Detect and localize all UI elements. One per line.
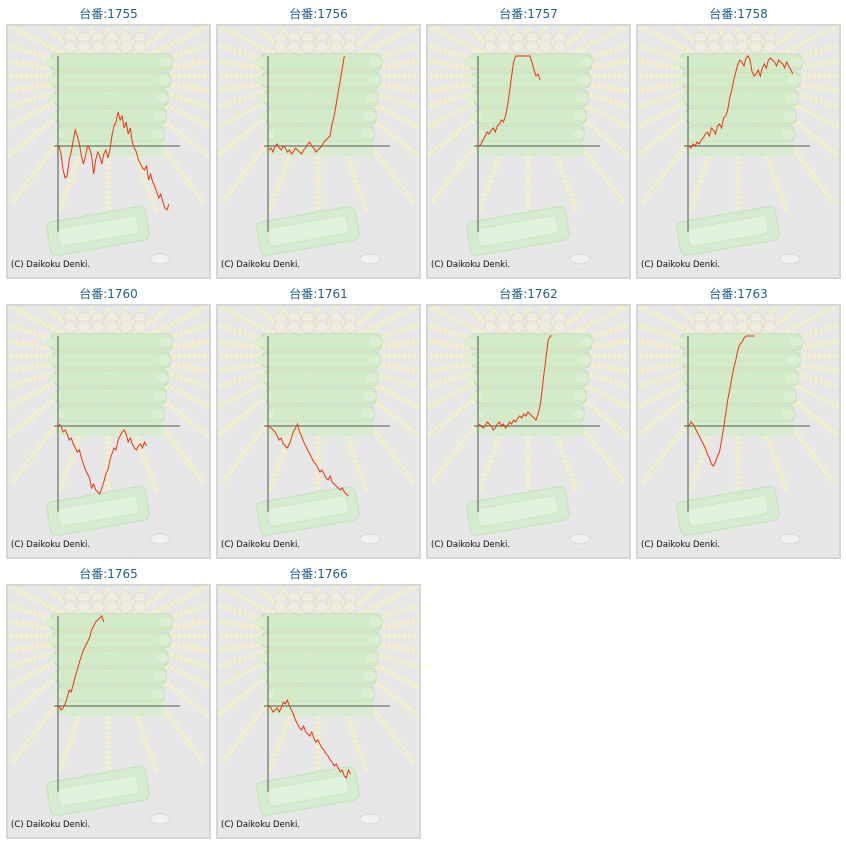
copyright-text: (C) Daikoku Denki.	[641, 260, 721, 270]
graph-plot	[474, 335, 600, 512]
slump-graph[interactable]: (C) Daikoku Denki.	[636, 304, 841, 559]
machine-number-link[interactable]: 台番:1756	[289, 7, 348, 21]
slump-graph[interactable]: (C) Daikoku Denki.	[216, 584, 421, 839]
machine-number-link[interactable]: 台番:1757	[499, 7, 558, 21]
machine-number-link[interactable]: 台番:1760	[79, 287, 138, 301]
machine-number-link[interactable]: 台番:1765	[79, 567, 138, 581]
graph-plot	[264, 616, 390, 792]
graph-plot	[264, 336, 390, 512]
slump-line	[58, 111, 170, 211]
slump-line	[268, 422, 349, 497]
machine-number-link[interactable]: 台番:1762	[499, 287, 558, 301]
graph-plot	[684, 55, 810, 232]
pachinko-illustration	[638, 26, 839, 265]
graph-plot	[264, 55, 390, 232]
machine-card: 台番:1766 (C) Daikoku Denki.	[216, 564, 421, 842]
copyright-text: (C) Daikoku Denki.	[641, 540, 721, 550]
machine-number-link[interactable]: 台番:1761	[289, 287, 348, 301]
slump-line	[478, 335, 553, 431]
slump-line	[268, 55, 345, 155]
machine-card: 台番:1755 (C) Daikoku Denki.	[6, 4, 211, 282]
slump-graph[interactable]: (C) Daikoku Denki.	[426, 304, 631, 559]
graph-plot	[54, 336, 180, 512]
slump-graph[interactable]: (C) Daikoku Denki.	[216, 304, 421, 559]
machine-card: 台番:1756 (C) Daikoku Denki.	[216, 4, 421, 282]
slump-graph[interactable]: (C) Daikoku Denki.	[6, 584, 211, 839]
copyright-text: (C) Daikoku Denki.	[221, 820, 301, 830]
copyright-text: (C) Daikoku Denki.	[11, 260, 91, 270]
copyright-text: (C) Daikoku Denki.	[221, 540, 301, 550]
machine-card: 台番:1765 (C) Daikoku Denki.	[6, 564, 211, 842]
slump-line	[58, 615, 105, 711]
slump-graph[interactable]: (C) Daikoku Denki.	[6, 24, 211, 279]
copyright-text: (C) Daikoku Denki.	[431, 540, 511, 550]
pachinko-illustration	[8, 306, 209, 545]
slump-line	[58, 423, 148, 495]
slump-line	[688, 335, 755, 467]
slump-line	[688, 55, 794, 149]
machine-card: 台番:1757 (C) Daikoku Denki.	[426, 4, 631, 282]
slump-line	[478, 55, 541, 147]
machine-number-link[interactable]: 台番:1755	[79, 7, 138, 21]
graph-plot	[474, 55, 600, 232]
machine-card: 台番:1758 (C) Daikoku Denki.	[636, 4, 841, 282]
machine-card: 台番:1761 (C) Daikoku Denki.	[216, 284, 421, 562]
copyright-text: (C) Daikoku Denki.	[431, 260, 511, 270]
machine-card: 台番:1762 (C) Daikoku Denki.	[426, 284, 631, 562]
graph-plot	[54, 615, 180, 792]
slump-graph[interactable]: (C) Daikoku Denki.	[6, 304, 211, 559]
machine-number-link[interactable]: 台番:1758	[709, 7, 768, 21]
copyright-text: (C) Daikoku Denki.	[221, 260, 301, 270]
graph-plot	[684, 335, 810, 512]
copyright-text: (C) Daikoku Denki.	[11, 820, 91, 830]
pachinko-illustration	[428, 26, 629, 265]
slump-line	[268, 698, 351, 779]
machine-card: 台番:1760 (C) Daikoku Denki.	[6, 284, 211, 562]
pachinko-illustration	[218, 26, 419, 265]
copyright-text: (C) Daikoku Denki.	[11, 540, 91, 550]
pachinko-illustration	[638, 306, 839, 545]
machine-number-link[interactable]: 台番:1763	[709, 287, 768, 301]
machine-number-link[interactable]: 台番:1766	[289, 567, 348, 581]
slump-graph[interactable]: (C) Daikoku Denki.	[426, 24, 631, 279]
slump-graph[interactable]: (C) Daikoku Denki.	[216, 24, 421, 279]
graph-plot	[54, 56, 180, 232]
slump-graph[interactable]: (C) Daikoku Denki.	[636, 24, 841, 279]
machine-card: 台番:1763 (C) Daikoku Denki.	[636, 284, 841, 562]
